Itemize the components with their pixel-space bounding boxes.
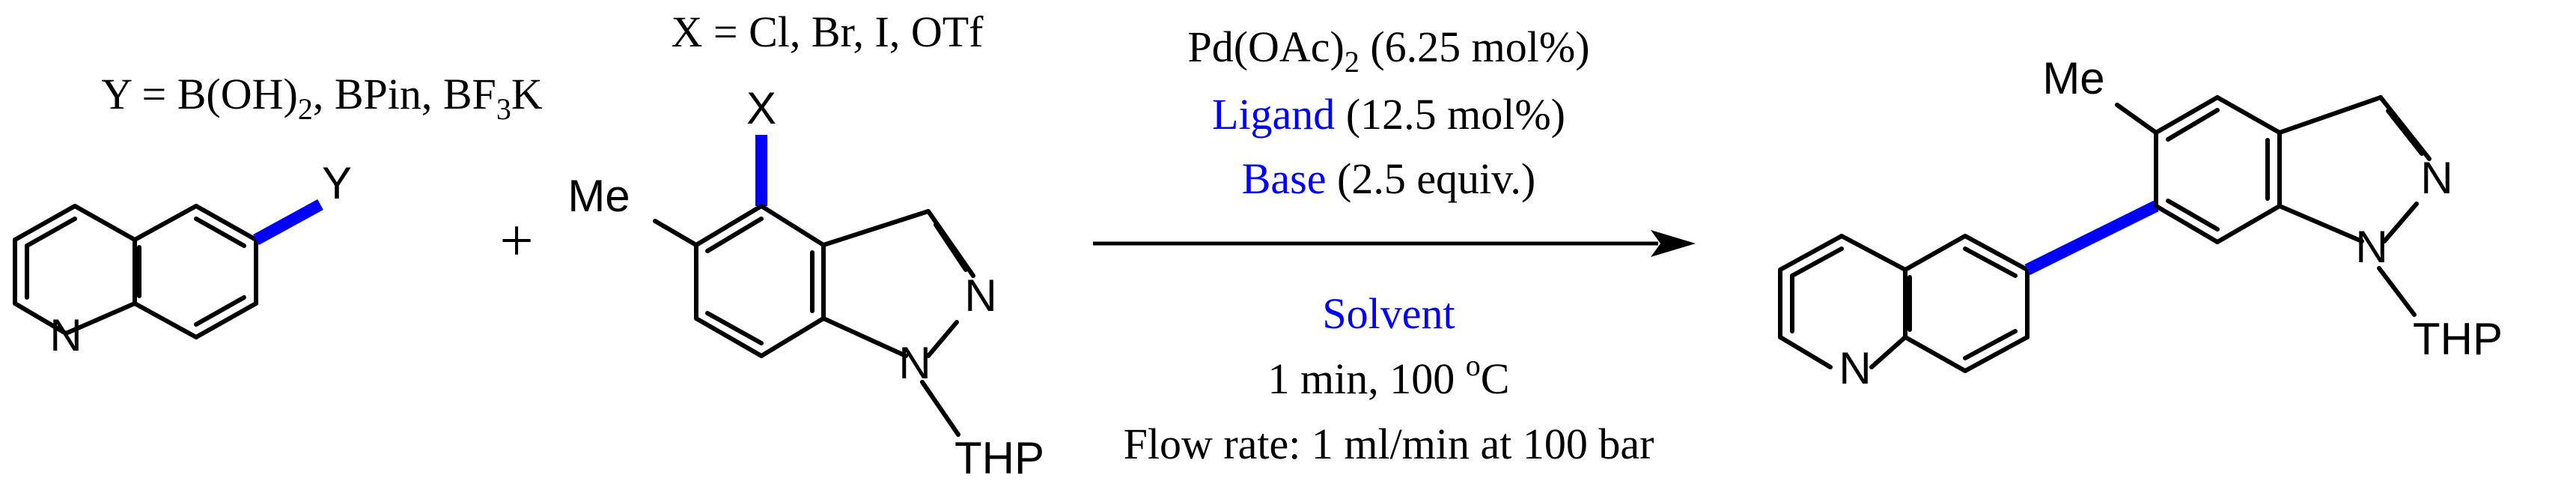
product-atom-N2: N [2420, 153, 2452, 203]
product-atom-THP: THP [2413, 314, 2503, 364]
reactant-coupling-bond-Y [253, 199, 323, 246]
ligand-name: Ligand [1212, 90, 1335, 139]
atom-N-quinoline: N [49, 310, 82, 360]
flow-rate-line: Flow rate: 1 ml/min at 100 bar [1124, 420, 1654, 468]
reaction-arrow-head [1651, 230, 1696, 257]
product-atom-N1: N [2355, 222, 2387, 272]
solvent-label: Solvent [1322, 289, 1455, 338]
product-new-bond [2024, 200, 2159, 276]
time-temperature-line: 1 min, 100 oC [1268, 348, 1510, 403]
atom-Y: Y [322, 158, 352, 208]
atom-N1: N [898, 338, 931, 388]
base-line: Base (2.5 equiv.) [1242, 154, 1535, 203]
reactant-indazole: X = Cl, Br, I, OTf X Me N N THP [567, 7, 1044, 483]
catalyst-line: Pd(OAc)2 (6.25 mol%) [1187, 22, 1589, 79]
product-atom-N-quinoline: N [1839, 343, 1871, 393]
reaction-conditions: Pd(OAc)2 (6.25 mol%) Ligand (12.5 mol%) … [1093, 22, 1696, 468]
atom-N2: N [964, 270, 996, 321]
halide-substituent-note: X = Cl, Br, I, OTf [671, 7, 984, 56]
reactant-quinoline: N Y Y = B(OH)2, BPin, BF3K [13, 70, 543, 360]
ligand-line: Ligand (12.5 mol%) [1212, 90, 1565, 139]
atom-Me: Me [567, 171, 630, 221]
base-name: Base [1242, 154, 1327, 203]
atom-X: X [746, 83, 776, 133]
atom-THP: THP [954, 433, 1044, 483]
product-atom-Me: Me [2042, 53, 2104, 103]
plus-sign: + [499, 208, 533, 274]
boron-substituent-note: Y = B(OH)2, BPin, BF3K [101, 70, 543, 126]
product-molecule: N Me N N THP [1778, 53, 2503, 393]
